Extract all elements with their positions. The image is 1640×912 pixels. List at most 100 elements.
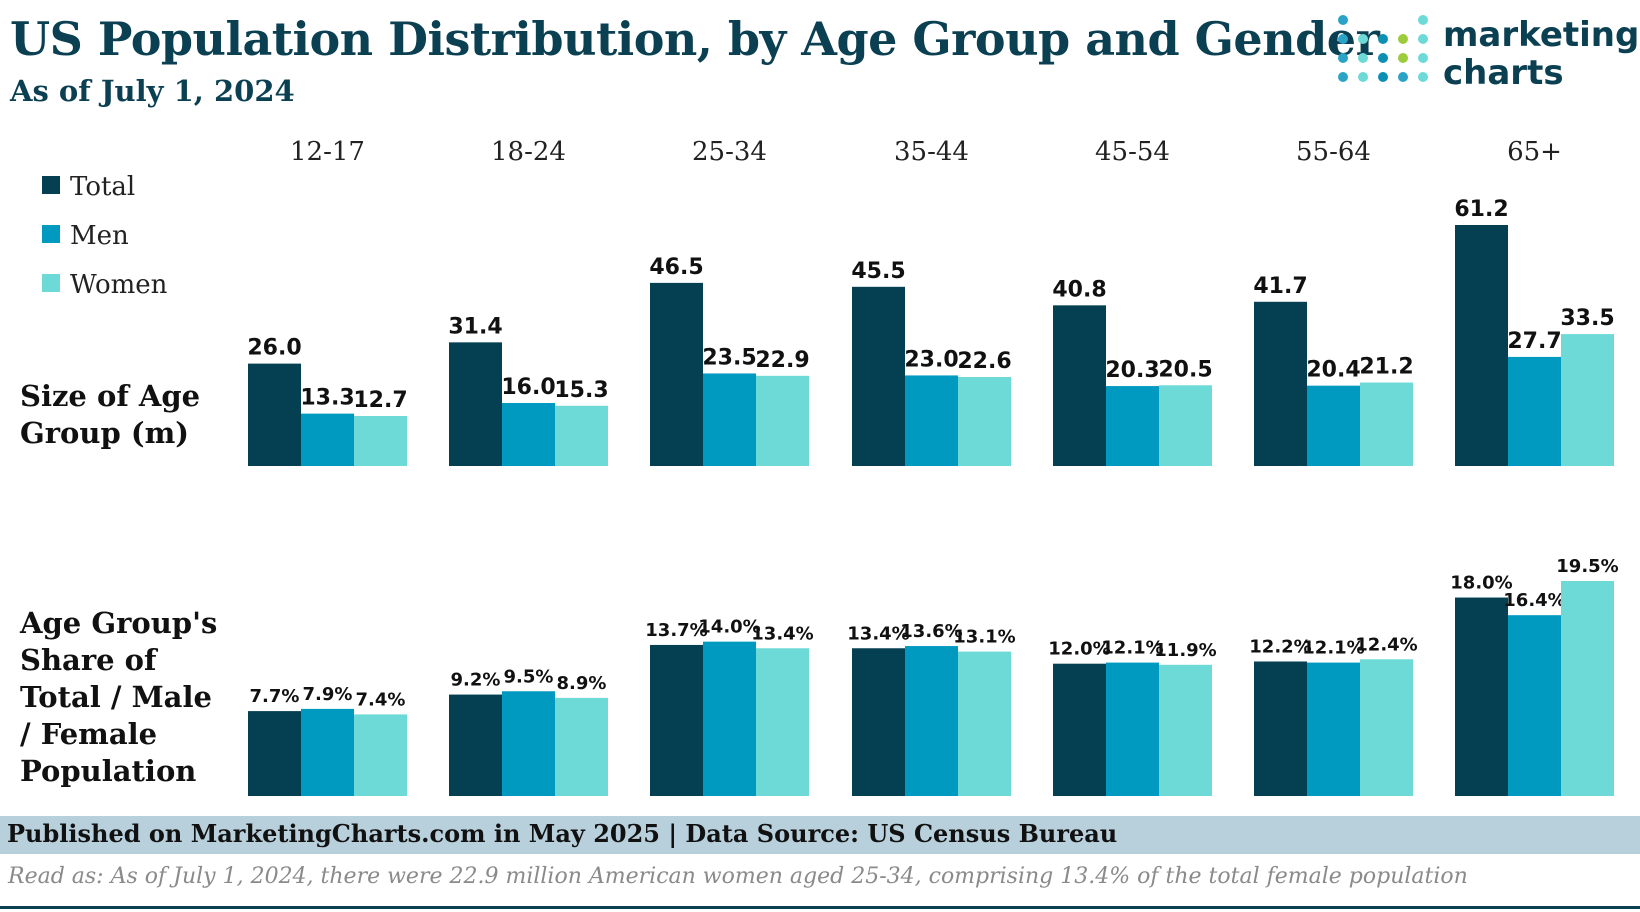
data-label-size-men-65+: 27.7 bbox=[1507, 329, 1561, 354]
row-label-size-line: Size of Age bbox=[20, 379, 201, 413]
data-label-share-total-25-34: 13.7% bbox=[645, 620, 707, 641]
bar-share-women-45-54 bbox=[1159, 664, 1212, 796]
row-label-size-line: Group (m) bbox=[20, 416, 189, 450]
bar-share-total-25-34 bbox=[650, 644, 703, 796]
bar-size-total-18-24 bbox=[449, 342, 502, 466]
legend-swatch-women bbox=[42, 274, 60, 292]
bar-size-total-25-34 bbox=[650, 282, 703, 466]
data-label-size-men-25-34: 23.5 bbox=[702, 345, 756, 370]
legend-label-men: Men bbox=[70, 221, 129, 251]
data-label-share-men-55-64: 12.1% bbox=[1302, 638, 1364, 659]
bar-share-women-25-34 bbox=[756, 648, 809, 796]
bar-share-men-12-17 bbox=[301, 708, 354, 796]
footer-band: Published on MarketingCharts.com in May … bbox=[0, 816, 1640, 854]
bar-size-total-12-17 bbox=[248, 363, 301, 466]
category-label-45-54: 45-54 bbox=[1095, 137, 1170, 167]
category-label-25-34: 25-34 bbox=[692, 137, 767, 167]
category-label-18-24: 18-24 bbox=[491, 137, 566, 167]
category-label-55-64: 55-64 bbox=[1296, 137, 1371, 167]
data-label-size-men-18-24: 16.0 bbox=[501, 375, 555, 400]
data-label-size-total-12-17: 26.0 bbox=[247, 336, 301, 361]
data-label-share-women-12-17: 7.4% bbox=[356, 689, 406, 710]
logo-wordmark: marketing charts bbox=[1443, 16, 1639, 92]
bar-share-total-65+ bbox=[1455, 597, 1508, 796]
chart-title: US Population Distribution, by Age Group… bbox=[10, 12, 1380, 66]
bar-share-men-45-54 bbox=[1106, 662, 1159, 796]
data-label-size-women-25-34: 22.9 bbox=[755, 348, 809, 373]
row-label-share-line: Share of bbox=[20, 643, 157, 677]
logo-dots-icon bbox=[1338, 15, 1428, 82]
bar-size-men-55-64 bbox=[1307, 385, 1360, 466]
data-label-share-women-55-64: 12.4% bbox=[1355, 634, 1417, 655]
data-label-size-women-18-24: 15.3 bbox=[554, 378, 608, 403]
row-label-share-line: Age Group's bbox=[20, 606, 218, 640]
bar-share-men-65+ bbox=[1508, 615, 1561, 796]
data-label-share-men-65+: 16.4% bbox=[1503, 590, 1565, 611]
legend-label-total: Total bbox=[70, 172, 136, 202]
bar-share-men-35-44 bbox=[905, 646, 958, 796]
bar-size-women-35-44 bbox=[958, 377, 1011, 466]
bar-share-men-55-64 bbox=[1307, 662, 1360, 796]
data-label-share-men-25-34: 14.0% bbox=[698, 617, 760, 638]
data-label-size-total-45-54: 40.8 bbox=[1052, 277, 1106, 302]
legend-item-total: Total bbox=[42, 172, 135, 202]
legend-item-women: Women bbox=[42, 270, 167, 300]
row-label-share-line: Population bbox=[20, 754, 197, 788]
bar-size-men-45-54 bbox=[1106, 386, 1159, 466]
data-label-share-total-18-24: 9.2% bbox=[451, 670, 501, 691]
data-label-size-total-18-24: 31.4 bbox=[448, 314, 502, 339]
bar-size-total-55-64 bbox=[1254, 301, 1307, 466]
data-label-share-women-45-54: 11.9% bbox=[1154, 640, 1216, 661]
bar-size-men-35-44 bbox=[905, 375, 958, 466]
bar-share-women-65+ bbox=[1561, 581, 1614, 796]
data-label-size-total-65+: 61.2 bbox=[1454, 197, 1508, 222]
bar-size-women-55-64 bbox=[1360, 382, 1413, 466]
logo-line-2: charts bbox=[1443, 53, 1564, 93]
data-label-size-women-35-44: 22.6 bbox=[957, 349, 1011, 374]
bar-size-men-12-17 bbox=[301, 413, 354, 466]
legend-label-women: Women bbox=[70, 270, 168, 300]
data-label-share-total-35-44: 13.4% bbox=[847, 623, 909, 644]
data-label-size-women-45-54: 20.5 bbox=[1158, 357, 1212, 382]
data-label-size-men-35-44: 23.0 bbox=[904, 347, 958, 372]
category-label-35-44: 35-44 bbox=[894, 137, 969, 167]
data-label-share-men-35-44: 13.6% bbox=[900, 621, 962, 642]
data-label-share-women-65+: 19.5% bbox=[1556, 556, 1618, 577]
bar-size-total-65+ bbox=[1455, 225, 1508, 466]
row-label-share-line: / Female bbox=[20, 717, 158, 751]
data-label-size-total-55-64: 41.7 bbox=[1253, 274, 1307, 299]
grouped-bar-chart: 12-17 18-24 25-34 35-44 45-54 55-64 65+ 26.0 13.… bbox=[247, 137, 1619, 796]
bar-share-women-18-24 bbox=[555, 697, 608, 796]
bar-size-women-12-17 bbox=[354, 415, 407, 466]
bottom-rule bbox=[0, 906, 1640, 909]
published-source-note: Published on MarketingCharts.com in May … bbox=[7, 819, 1118, 848]
row-label-size: Size of Age Group (m) bbox=[20, 378, 200, 452]
category-label-12-17: 12-17 bbox=[290, 137, 365, 167]
bar-share-women-35-44 bbox=[958, 651, 1011, 796]
data-label-share-total-65+: 18.0% bbox=[1450, 573, 1512, 594]
legend-swatch-men bbox=[42, 225, 60, 243]
bar-share-total-55-64 bbox=[1254, 661, 1307, 796]
data-label-share-total-12-17: 7.7% bbox=[250, 686, 300, 707]
data-label-size-total-35-44: 45.5 bbox=[851, 259, 905, 284]
bar-size-men-65+ bbox=[1508, 356, 1561, 466]
chart-subtitle: As of July 1, 2024 bbox=[10, 74, 295, 108]
read-as-note: Read as: As of July 1, 2024, there were … bbox=[8, 864, 1468, 889]
data-label-share-men-12-17: 7.9% bbox=[303, 684, 353, 705]
data-label-size-men-12-17: 13.3 bbox=[300, 386, 354, 411]
bar-size-women-25-34 bbox=[756, 375, 809, 466]
category-label-65+: 65+ bbox=[1507, 137, 1562, 167]
bar-share-total-45-54 bbox=[1053, 663, 1106, 796]
data-label-share-women-35-44: 13.1% bbox=[953, 627, 1015, 648]
data-label-share-women-25-34: 13.4% bbox=[751, 623, 813, 644]
bar-size-men-18-24 bbox=[502, 402, 555, 466]
data-label-share-total-45-54: 12.0% bbox=[1048, 639, 1110, 660]
data-label-share-men-45-54: 12.1% bbox=[1101, 638, 1163, 659]
bar-size-women-65+ bbox=[1561, 334, 1614, 466]
legend-swatch-total bbox=[42, 176, 60, 194]
logo-line-1: marketing bbox=[1443, 15, 1640, 55]
data-label-share-total-55-64: 12.2% bbox=[1249, 636, 1311, 657]
bar-size-men-25-34 bbox=[703, 373, 756, 466]
data-label-size-women-12-17: 12.7 bbox=[353, 388, 407, 413]
data-label-size-men-55-64: 20.4 bbox=[1306, 358, 1360, 383]
